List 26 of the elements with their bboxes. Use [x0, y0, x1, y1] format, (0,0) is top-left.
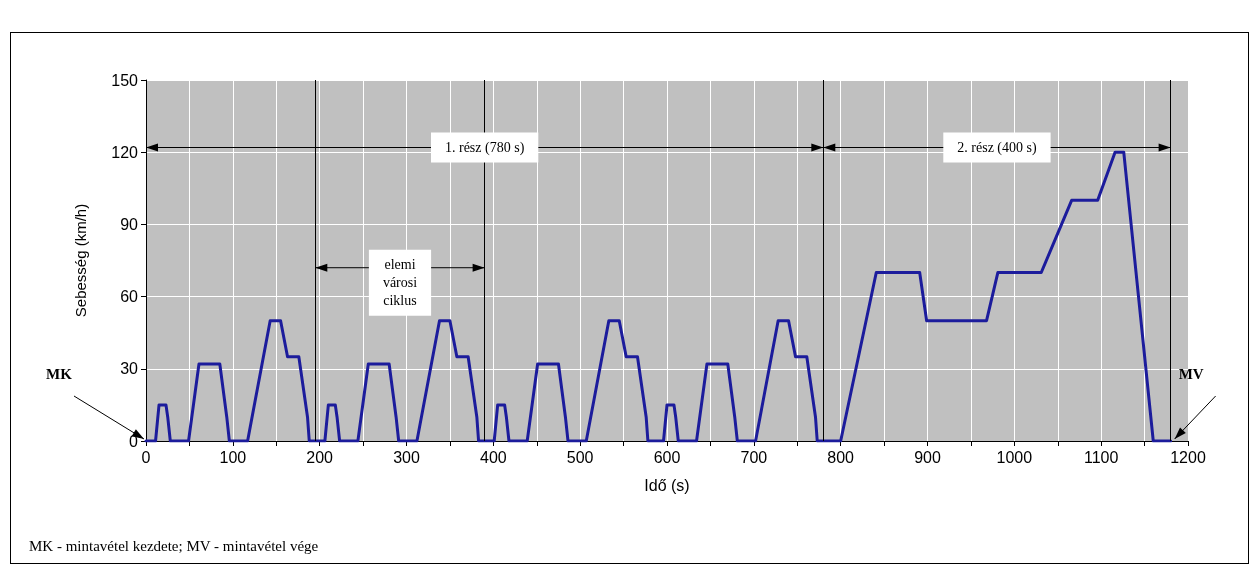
x-axis-title: Idő (s) — [644, 476, 690, 494]
x-tick-label: 1100 — [1083, 448, 1119, 466]
y-axis-title: Sebesség (km/h) — [72, 203, 89, 318]
annotation: elemi városi ciklus — [382, 257, 418, 309]
x-tick-label: 900 — [914, 448, 941, 466]
annotation: 2. rész (400 s) — [957, 140, 1037, 157]
y-tick-label: 150 — [111, 71, 139, 89]
x-tick-label: 700 — [740, 448, 768, 466]
annotation: MK — [46, 365, 73, 382]
x-tick-label: 600 — [653, 448, 681, 466]
x-tick-label: 100 — [219, 448, 247, 466]
x-tick-label: 0 — [141, 448, 151, 466]
x-tick-label: 1200 — [1170, 448, 1206, 466]
annotation: 1. rész (780 s) — [444, 140, 525, 157]
y-tick-label: 90 — [120, 215, 139, 233]
x-tick-label: 300 — [393, 448, 420, 466]
x-tick-label: 200 — [306, 448, 334, 466]
y-tick-label: 120 — [111, 143, 139, 161]
annotation: MV — [1178, 365, 1204, 382]
y-tick-label: 60 — [120, 288, 139, 306]
x-tick-label: 500 — [566, 448, 594, 466]
text: MK - mintavétel kezdete; MV - mintavétel vége — [29, 537, 319, 554]
x-tick-label: 800 — [827, 448, 855, 466]
y-tick-label: 30 — [120, 360, 139, 378]
x-tick-label: 1000 — [996, 448, 1033, 466]
x-tick-label: 400 — [479, 448, 507, 466]
